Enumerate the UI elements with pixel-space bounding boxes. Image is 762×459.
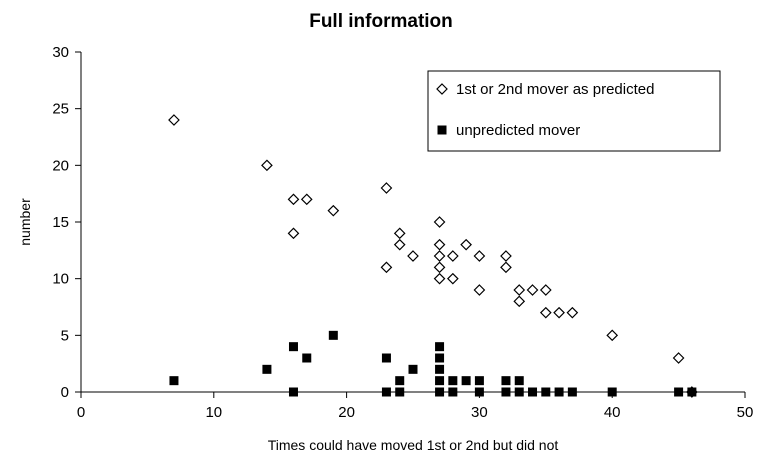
chart-title: Full information [309, 11, 453, 32]
data-point-predicted [513, 295, 526, 308]
y-axis-label: number [17, 198, 33, 246]
data-point-predicted [473, 284, 486, 296]
data-point-predicted [460, 238, 472, 251]
data-point-predicted [380, 182, 393, 194]
data-point-predicted [500, 250, 512, 262]
legend-marker-unpredicted [437, 125, 447, 135]
data-point-predicted [446, 250, 459, 262]
data-point-predicted [393, 238, 406, 251]
data-point-predicted [407, 250, 419, 262]
data-series [168, 114, 698, 398]
data-point-unpredicted [381, 387, 391, 397]
data-point-predicted [606, 329, 619, 342]
data-point-predicted [566, 306, 579, 319]
x-axis-ticks: 0 10 20 30 40 50 [77, 392, 754, 421]
data-point-predicted [287, 227, 300, 240]
data-point-unpredicted [448, 387, 458, 397]
x-tick-label: 0 [77, 404, 85, 421]
data-point-unpredicted [395, 387, 405, 397]
data-point-unpredicted [528, 387, 538, 397]
legend-label-predicted: 1st or 2nd mover as predicted [456, 81, 654, 98]
data-point-predicted [500, 261, 512, 274]
data-point-predicted [168, 114, 180, 126]
data-point-unpredicted [607, 387, 617, 397]
y-tick-label: 15 [52, 214, 69, 231]
x-tick-label: 20 [338, 404, 355, 421]
data-point-unpredicted [381, 353, 391, 363]
data-point-predicted [539, 284, 552, 296]
data-point-unpredicted [514, 387, 524, 397]
data-point-unpredicted [262, 364, 272, 374]
data-point-predicted [433, 261, 446, 274]
data-point-predicted [672, 352, 685, 364]
y-tick-label: 30 [52, 44, 69, 61]
series-predicted [168, 114, 698, 398]
data-point-unpredicted [474, 376, 484, 386]
x-tick-label: 50 [737, 404, 754, 421]
data-point-unpredicted [514, 376, 524, 386]
data-point-unpredicted [501, 387, 511, 397]
data-point-predicted [433, 238, 446, 251]
data-point-unpredicted [541, 387, 551, 397]
data-point-predicted [553, 306, 565, 319]
data-point-predicted [473, 250, 486, 262]
x-axis-label: Times could have moved 1st or 2nd but di… [268, 437, 559, 453]
data-point-unpredicted [501, 376, 511, 386]
data-point-predicted [539, 306, 552, 319]
data-point-predicted [380, 261, 393, 274]
y-tick-label: 0 [61, 384, 69, 401]
data-point-unpredicted [687, 387, 697, 397]
data-point-unpredicted [435, 353, 445, 363]
legend-box [427, 70, 721, 152]
data-point-predicted [433, 216, 446, 228]
x-tick-label: 30 [471, 404, 488, 421]
y-tick-label: 20 [52, 157, 69, 174]
x-tick-label: 40 [604, 404, 621, 421]
data-point-predicted [446, 272, 459, 285]
data-point-predicted [327, 204, 340, 217]
data-point-unpredicted [435, 376, 445, 386]
data-point-predicted [300, 193, 313, 206]
data-point-unpredicted [328, 330, 338, 340]
legend-label-unpredicted: unpredicted mover [456, 122, 580, 139]
data-point-unpredicted [674, 387, 684, 397]
legend: 1st or 2nd mover as predicted unpredicte… [427, 70, 721, 152]
x-tick-label: 10 [205, 404, 222, 421]
y-axis-ticks: 0 5 10 15 20 25 30 [52, 44, 81, 401]
data-point-unpredicted [474, 387, 484, 397]
data-point-predicted [393, 227, 406, 240]
data-point-unpredicted [169, 376, 179, 386]
data-point-predicted [261, 159, 273, 172]
legend-markers [436, 83, 448, 135]
y-tick-label: 5 [61, 327, 69, 344]
data-point-unpredicted [435, 387, 445, 397]
data-point-unpredicted [435, 364, 445, 374]
data-point-unpredicted [395, 376, 405, 386]
data-point-predicted [433, 250, 446, 262]
data-point-predicted [513, 284, 526, 296]
y-tick-label: 10 [52, 271, 69, 288]
data-point-predicted [287, 193, 300, 206]
data-point-predicted [526, 284, 539, 296]
data-point-unpredicted [302, 353, 312, 363]
data-point-unpredicted [288, 387, 298, 397]
legend-marker-predicted [436, 83, 448, 95]
data-point-unpredicted [567, 387, 577, 397]
series-unpredicted [169, 330, 697, 397]
data-point-unpredicted [461, 376, 471, 386]
y-tick-label: 25 [52, 101, 69, 118]
data-point-unpredicted [554, 387, 564, 397]
data-point-unpredicted [288, 342, 298, 352]
data-point-unpredicted [448, 376, 458, 386]
data-point-predicted [433, 272, 446, 285]
data-point-unpredicted [408, 364, 418, 374]
data-point-unpredicted [435, 342, 445, 352]
